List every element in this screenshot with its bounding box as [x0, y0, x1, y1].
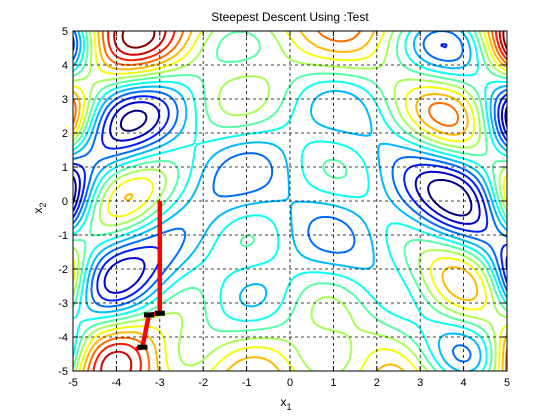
y-tick-label: 2: [62, 128, 68, 140]
y-tick-label: -5: [58, 366, 68, 378]
y-axis-label-subscript: 2: [38, 202, 48, 207]
y-tick-label: 0: [62, 196, 68, 208]
x-tick-label: -4: [112, 377, 122, 389]
chart-title: Steepest Descent Using :Test: [211, 10, 369, 24]
descent-path: [135, 201, 165, 352]
y-axis-label: x2: [31, 202, 48, 213]
y-tick-label: -3: [58, 298, 68, 310]
y-axis-label-base: x: [31, 208, 45, 214]
contour-level: [73, 31, 507, 371]
contour-level: [73, 31, 507, 371]
y-tick-label: -2: [58, 264, 68, 276]
x-tick-label: 4: [461, 377, 467, 389]
x-tick-label: 2: [374, 377, 380, 389]
descent-path-step-marker: [143, 312, 154, 318]
x-axis-label-subscript: 1: [286, 402, 291, 412]
contour-level: [73, 31, 507, 371]
contour-level: [73, 31, 507, 371]
y-tick-label: 3: [62, 94, 68, 106]
x-tick-label: -3: [155, 377, 165, 389]
x-axis-label: x1: [280, 395, 291, 412]
x-tick-label: 3: [417, 377, 423, 389]
x-tick-label: 0: [287, 377, 293, 389]
axis-ticks: -5 -4 -3 -2 -1 0 1 2 3 4 5 -5 -4 -3 -2 -1 0 1 2 3 4 5: [58, 26, 510, 389]
contour-level: [73, 36, 507, 302]
descent-path-step-marker: [137, 344, 148, 350]
y-tick-label: 1: [62, 162, 68, 174]
contour-level: [73, 98, 507, 294]
x-tick-label: -2: [198, 377, 208, 389]
contour-level: [73, 106, 507, 217]
y-tick-label: 5: [62, 26, 68, 38]
contour-level: [73, 31, 507, 371]
y-tick-label: -4: [58, 332, 68, 344]
descent-path-step-marker: [154, 310, 165, 316]
contour-level: [73, 31, 507, 363]
x-tick-label: 1: [330, 377, 336, 389]
x-axis-label-base: x: [280, 395, 286, 409]
contour-level: [73, 31, 507, 371]
x-tick-label: -5: [68, 377, 78, 389]
x-tick-label: -1: [242, 377, 252, 389]
x-tick-label: 5: [504, 377, 510, 389]
y-tick-label: 4: [62, 60, 68, 72]
contour-level: [100, 31, 507, 371]
y-tick-label: -1: [58, 230, 68, 242]
